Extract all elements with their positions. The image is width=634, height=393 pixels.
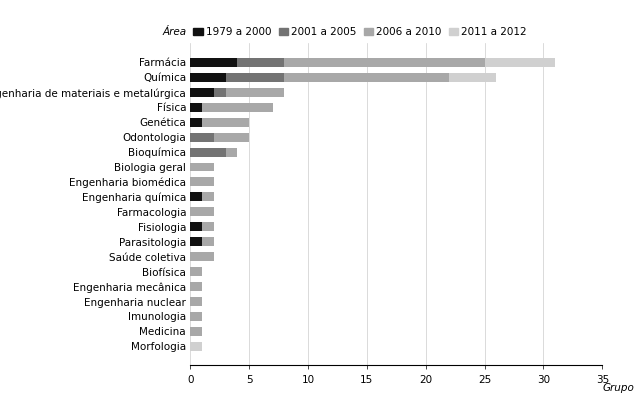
Bar [226,88,285,97]
Bar [190,193,202,201]
Bar [226,73,285,82]
Bar [214,132,249,141]
Bar [190,282,202,291]
X-axis label: Grupo: Grupo [603,383,634,393]
Bar [285,58,484,67]
Bar [190,178,214,186]
Bar [190,118,202,127]
Bar [190,312,202,321]
Bar [190,267,202,276]
Bar [202,222,214,231]
Bar [237,58,285,67]
Bar [190,252,214,261]
Bar [285,73,450,82]
Bar [214,88,226,97]
Bar [190,327,202,336]
Bar [202,237,214,246]
Bar [190,297,202,306]
Bar [190,237,202,246]
Bar [450,73,496,82]
Bar [190,103,202,112]
Bar [190,73,226,82]
Bar [190,88,214,97]
Bar [190,132,214,141]
Bar [190,342,202,351]
Legend: 1979 a 2000, 2001 a 2005, 2006 a 2010, 2011 a 2012: 1979 a 2000, 2001 a 2005, 2006 a 2010, 2… [193,28,527,37]
Text: Área: Área [163,28,187,37]
Bar [190,222,202,231]
Bar [484,58,555,67]
Bar [202,103,273,112]
Bar [202,118,249,127]
Bar [190,58,237,67]
Bar [226,147,237,156]
Bar [190,147,226,156]
Bar [190,208,214,216]
Bar [190,163,214,171]
Bar [202,193,214,201]
